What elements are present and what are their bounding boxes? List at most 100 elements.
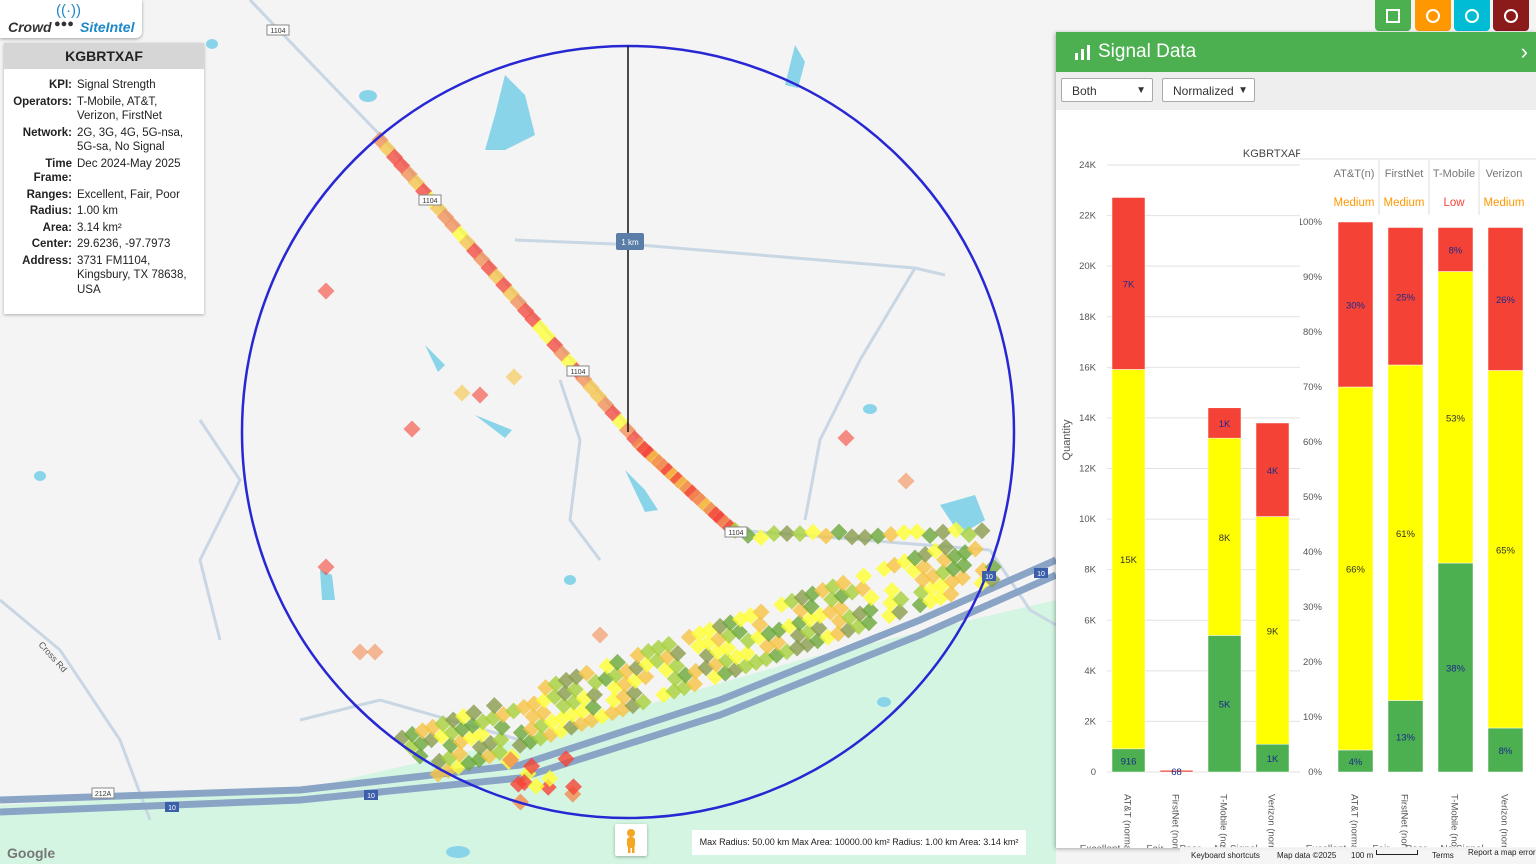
map-pin-icon (1465, 8, 1479, 23)
road-i10 (0, 571, 1058, 816)
signal-tile (802, 598, 820, 616)
terms-link[interactable]: Terms (1432, 851, 1454, 860)
road-i10 (0, 556, 1058, 804)
road-minor (803, 267, 917, 521)
pond (475, 415, 512, 438)
info-value: Signal Strength (77, 79, 156, 91)
bar-segment (1337, 221, 1374, 388)
google-logo: Google (7, 845, 56, 861)
x-tick-label: Verizon (normalized) (1499, 794, 1510, 848)
data-label: 15K (1120, 555, 1138, 566)
signal-tile (897, 472, 915, 490)
y-tick-label: 22K (1079, 211, 1097, 222)
y-tick-label: 100% (1300, 217, 1323, 228)
map-footer: Keyboard shortcuts Map data ©2025 100 m … (1180, 847, 1536, 864)
percentage-chart: AT&T(n) Medium FirstNet Medium T-Mobile Low Ve… (1300, 158, 1536, 848)
keyboard-shortcuts-link[interactable]: Keyboard shortcuts (1191, 851, 1260, 860)
operator-select-value: Both (1072, 84, 1097, 98)
road-shield: 1104 (728, 530, 743, 537)
bar-chart-icon (1386, 8, 1400, 23)
globe-icon (1504, 8, 1518, 23)
data-label: 53% (1446, 413, 1466, 424)
radius-button[interactable] (1415, 0, 1451, 31)
signal-tile (882, 525, 900, 543)
data-label: 25% (1396, 292, 1416, 303)
info-value: T-Mobile, AT&T, Verizon, FirstNet (77, 95, 162, 123)
antenna-icon: ((·)) (56, 2, 81, 19)
x-tick-label: FirstNet (normalized) (1399, 794, 1410, 848)
signal-tile (778, 525, 796, 542)
signal-tile (892, 590, 910, 608)
signal-tile (502, 751, 520, 769)
rating-label: Low (1443, 197, 1465, 209)
chevron-right-icon[interactable]: › (1520, 39, 1528, 64)
signal-tile (523, 757, 541, 775)
data-label: 38% (1446, 664, 1466, 675)
legend-label: Excellent (1306, 844, 1347, 848)
road-shield: 1104 (570, 369, 585, 376)
y-tick-label: 6K (1084, 615, 1096, 626)
y-tick-label: 12K (1079, 464, 1097, 475)
bar-segment (1387, 364, 1424, 701)
map-status: Max Radius: 50.00 km Max Area: 10000.00 … (692, 830, 1026, 855)
y-tick-label: 8K (1084, 565, 1096, 576)
signal-tile (637, 668, 655, 686)
quantity-chart: KGBRTXAF Quantity 0 2K 4K 6K 8K 10K 12K 14K 16K 18K… (1061, 148, 1300, 848)
signal-tile (730, 623, 748, 641)
signal-tile (791, 525, 809, 543)
signal-tile (566, 680, 584, 698)
signal-tile (853, 580, 871, 598)
x-tick-label: Verizon (normalized) (1266, 794, 1277, 848)
scale-bar (1376, 850, 1418, 855)
legend-label: Excellent (1080, 844, 1121, 848)
info-value: Excellent, Fair, Poor (77, 188, 180, 201)
data-label: 13% (1396, 732, 1416, 743)
site-id: KGBRTXAF (4, 43, 204, 69)
signal-tile (804, 523, 822, 541)
signal-tile (817, 527, 835, 545)
signal-tile (752, 529, 770, 547)
signal-tile (751, 616, 769, 634)
target-icon (1426, 8, 1440, 23)
panel-title: Signal Data (1098, 41, 1197, 62)
info-key: Network: (22, 126, 72, 139)
signal-tile (895, 524, 913, 542)
info-row: Address: 3731 FM1104, Kingsbury, TX 78638… (4, 253, 204, 299)
signal-chart-button[interactable] (1375, 0, 1411, 31)
operator-column-header: FirstNet (1385, 168, 1424, 180)
bar-segment (1487, 227, 1524, 371)
signal-tile (908, 523, 926, 541)
y-axis-label: Quantity (1061, 419, 1073, 460)
road-minor (514, 238, 946, 277)
report-link[interactable]: Report a map error (1468, 848, 1536, 857)
data-label: 1K (1219, 419, 1231, 430)
signal-tile (366, 643, 384, 661)
globe-button[interactable] (1493, 0, 1529, 31)
info-value: 1.00 km (77, 205, 118, 217)
mode-select[interactable]: Normalized ▼ (1162, 78, 1255, 102)
rating-label: Medium (1484, 197, 1525, 209)
road-shield: 10 (1037, 571, 1045, 578)
data-label: 916 (1121, 756, 1137, 767)
info-row: Ranges: Excellent, Fair, Poor (4, 187, 204, 204)
street-view-pegman[interactable] (615, 824, 647, 856)
signal-tile (625, 684, 643, 702)
y-tick-label: 20% (1303, 657, 1323, 668)
road-minor (988, 549, 1057, 627)
chevron-down-icon: ▼ (1238, 85, 1248, 96)
info-row: Time Frame: Dec 2024-May 2025 (4, 156, 204, 187)
location-button[interactable] (1454, 0, 1490, 31)
road-shield: 212A (95, 791, 112, 798)
info-value: 2G, 3G, 4G, 5G-nsa, 5G-sa, No Signal (77, 126, 184, 154)
info-value: 3.14 km² (77, 221, 122, 234)
signal-tile (830, 523, 848, 541)
info-key: Time Frame: (33, 157, 72, 185)
y-tick-label: 60% (1303, 437, 1323, 448)
signal-tile (719, 639, 737, 657)
signal-tile (451, 745, 469, 763)
operator-select[interactable]: Both ▼ (1061, 78, 1153, 102)
panel-header: Signal Data › (1056, 32, 1536, 72)
rating-label: Medium (1384, 197, 1425, 209)
x-tick-label: AT&T (normalized) (1349, 794, 1360, 848)
signal-tile (686, 675, 703, 693)
